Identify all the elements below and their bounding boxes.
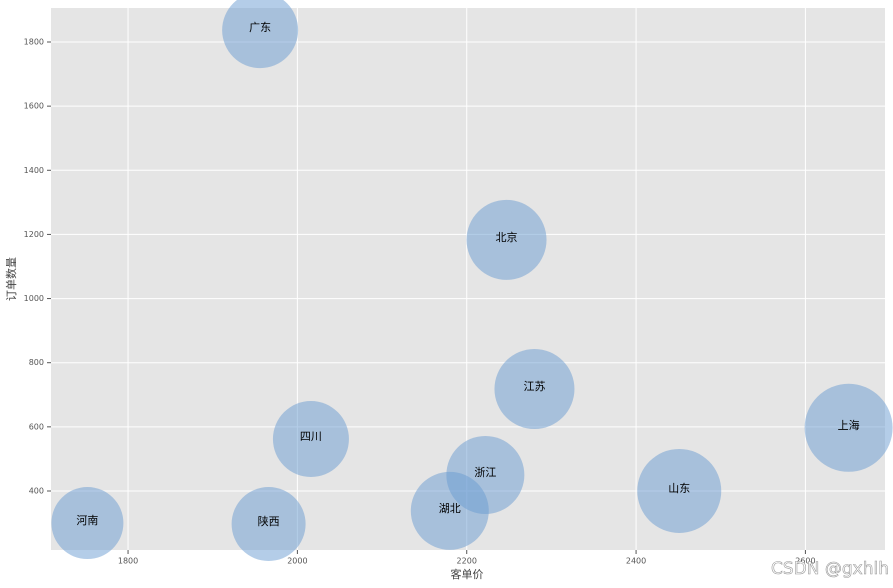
bubble-label: 浙江 [474,466,496,479]
bubble [410,471,489,550]
y-tick-label: 1800 [24,37,44,46]
bubble [804,383,893,472]
y-tick-label: 1600 [24,102,44,111]
x-tick-label: 2200 [457,557,477,566]
bubble-label: 上海 [838,418,860,432]
bubble-label: 山东 [668,482,690,495]
x-axis-label: 客单价 [451,567,484,581]
bubble-label: 四川 [300,430,322,443]
bubble-label: 陕西 [258,514,280,528]
x-tick-label: 2600 [795,557,815,566]
bubble [494,349,575,430]
bubble [222,0,299,69]
watermark: CSDN @gxhlh [771,559,889,579]
bubble-label: 河南 [76,514,98,527]
y-tick-label: 800 [29,358,44,367]
x-tick-label: 2000 [287,557,307,566]
y-tick-label: 1000 [24,294,44,303]
x-tick-label: 2400 [626,557,646,566]
y-tick-label: 600 [29,422,44,431]
bubble-label: 湖北 [439,502,461,515]
y-tick-label: 1200 [24,230,44,239]
bubble-label: 北京 [496,230,518,244]
y-tick-label: 1400 [24,166,44,175]
y-axis-label: 订单数量 [5,257,18,301]
bubble [637,448,722,533]
bubble [51,487,124,560]
bubble [272,401,349,478]
bubble-label: 广东 [249,21,271,34]
bubble [231,487,306,562]
bubble-label: 江苏 [523,380,545,393]
y-tick-label: 400 [29,486,44,495]
x-tick-label: 1800 [118,557,138,566]
bubble [466,199,547,280]
